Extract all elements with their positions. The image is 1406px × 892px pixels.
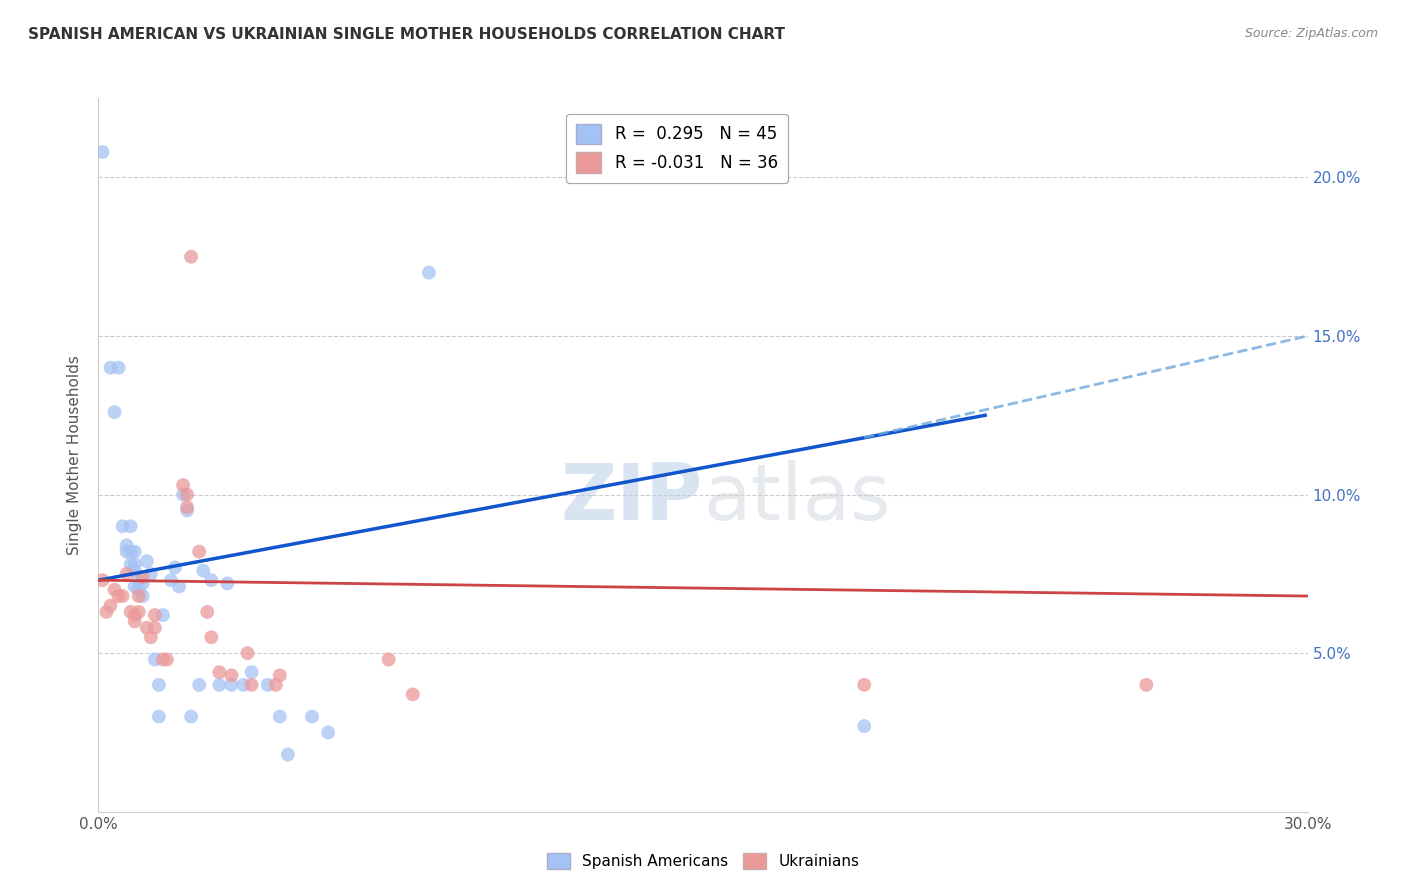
Point (91, 573, 114, 587)
Point (107, 589, 129, 603)
Point (115, 566, 138, 581)
Text: ZIP: ZIP (561, 459, 703, 536)
Point (277, 747, 299, 762)
Point (208, 665, 231, 680)
Point (111, 589, 134, 603)
Point (100, 599, 122, 613)
Point (208, 678, 231, 692)
Point (115, 544, 138, 558)
Point (91, 145, 114, 159)
Point (143, 608, 166, 623)
Point (128, 589, 150, 603)
Point (120, 519, 142, 533)
Point (120, 558, 142, 572)
Point (139, 566, 162, 581)
Point (103, 582, 125, 597)
Text: atlas: atlas (703, 459, 890, 536)
Point (316, 725, 339, 739)
Point (240, 678, 263, 692)
Point (853, 719, 876, 733)
Point (301, 709, 323, 723)
Y-axis label: Single Mother Households: Single Mother Households (67, 355, 83, 555)
Point (132, 570, 155, 584)
Point (124, 558, 146, 572)
Point (1135, 678, 1157, 692)
Text: SPANISH AMERICAN VS UKRAINIAN SINGLE MOTHER HOUSEHOLDS CORRELATION CHART: SPANISH AMERICAN VS UKRAINIAN SINGLE MOT… (28, 27, 785, 42)
Point (172, 478, 194, 492)
Point (221, 678, 243, 692)
Point (232, 678, 254, 692)
Point (269, 709, 291, 723)
Point (143, 621, 166, 635)
Text: Source: ZipAtlas.com: Source: ZipAtlas.com (1244, 27, 1378, 40)
Point (188, 678, 211, 692)
Point (402, 687, 425, 701)
Point (135, 621, 157, 635)
Point (377, 652, 399, 666)
Point (176, 503, 198, 517)
Point (128, 573, 150, 587)
Point (188, 544, 211, 558)
Point (418, 266, 440, 280)
Point (176, 500, 198, 515)
Point (200, 573, 222, 587)
Point (264, 678, 287, 692)
Point (195, 605, 218, 619)
Point (128, 582, 150, 597)
Point (180, 709, 202, 723)
Point (236, 646, 259, 660)
Point (135, 554, 157, 568)
Point (163, 560, 186, 574)
Point (176, 487, 198, 501)
Point (132, 589, 155, 603)
Point (217, 576, 239, 591)
Point (143, 652, 166, 666)
Point (96, 605, 118, 619)
Point (148, 678, 170, 692)
Point (103, 405, 125, 419)
Point (167, 580, 190, 594)
Point (193, 564, 215, 578)
Point (132, 576, 155, 591)
Point (148, 709, 170, 723)
Point (152, 608, 174, 623)
Point (152, 652, 174, 666)
Point (100, 360, 122, 375)
Legend: R =  0.295   N = 45, R = -0.031   N = 36: R = 0.295 N = 45, R = -0.031 N = 36 (567, 113, 787, 183)
Point (124, 615, 146, 629)
Point (180, 250, 202, 264)
Point (115, 538, 138, 552)
Point (256, 678, 278, 692)
Point (120, 544, 142, 558)
Point (200, 630, 222, 644)
Point (269, 668, 291, 682)
Point (107, 360, 129, 375)
Point (128, 605, 150, 619)
Point (172, 487, 194, 501)
Point (160, 573, 183, 587)
Point (240, 665, 263, 680)
Point (124, 564, 146, 578)
Point (156, 652, 179, 666)
Legend: Spanish Americans, Ukrainians: Spanish Americans, Ukrainians (540, 847, 866, 875)
Point (139, 630, 162, 644)
Point (111, 519, 134, 533)
Point (124, 608, 146, 623)
Point (120, 605, 142, 619)
Point (853, 678, 876, 692)
Point (124, 544, 146, 558)
Point (221, 668, 243, 682)
Point (124, 580, 146, 594)
